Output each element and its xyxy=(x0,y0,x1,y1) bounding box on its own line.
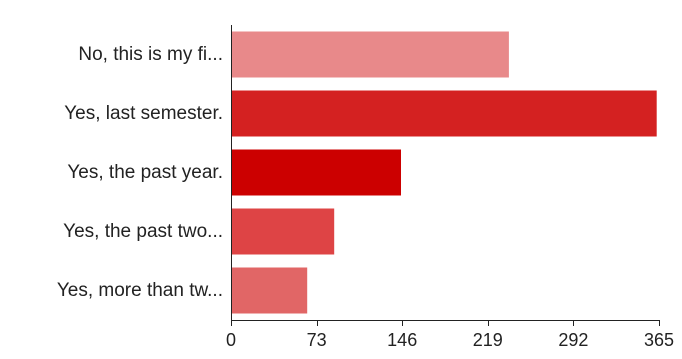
x-axis-ticks: 0 73 146 219 292 365 xyxy=(226,320,674,350)
category-label-0: No, this is my fi... xyxy=(78,44,223,65)
category-label-1: Yes, last semester. xyxy=(64,103,223,124)
category-label-2: Yes, the past year. xyxy=(67,162,223,183)
bar-4 xyxy=(231,267,308,314)
category-label-4: Yes, more than tw... xyxy=(57,280,223,301)
bar-2 xyxy=(231,149,401,196)
bar-3 xyxy=(231,208,335,255)
x-tick-label-1: 73 xyxy=(307,330,327,350)
bars-group xyxy=(231,31,657,314)
x-tick-label-3: 219 xyxy=(473,330,503,350)
x-tick-label-4: 292 xyxy=(558,330,588,350)
x-tick-label-2: 146 xyxy=(387,330,417,350)
category-labels: No, this is my fi... Yes, last semester. Y… xyxy=(57,44,223,301)
x-tick-label-0: 0 xyxy=(226,330,236,350)
x-tick-label-5: 365 xyxy=(644,330,674,350)
bar-1 xyxy=(231,90,657,137)
bar-0 xyxy=(231,31,509,78)
axes xyxy=(231,25,659,321)
category-label-3: Yes, the past two... xyxy=(63,221,223,242)
